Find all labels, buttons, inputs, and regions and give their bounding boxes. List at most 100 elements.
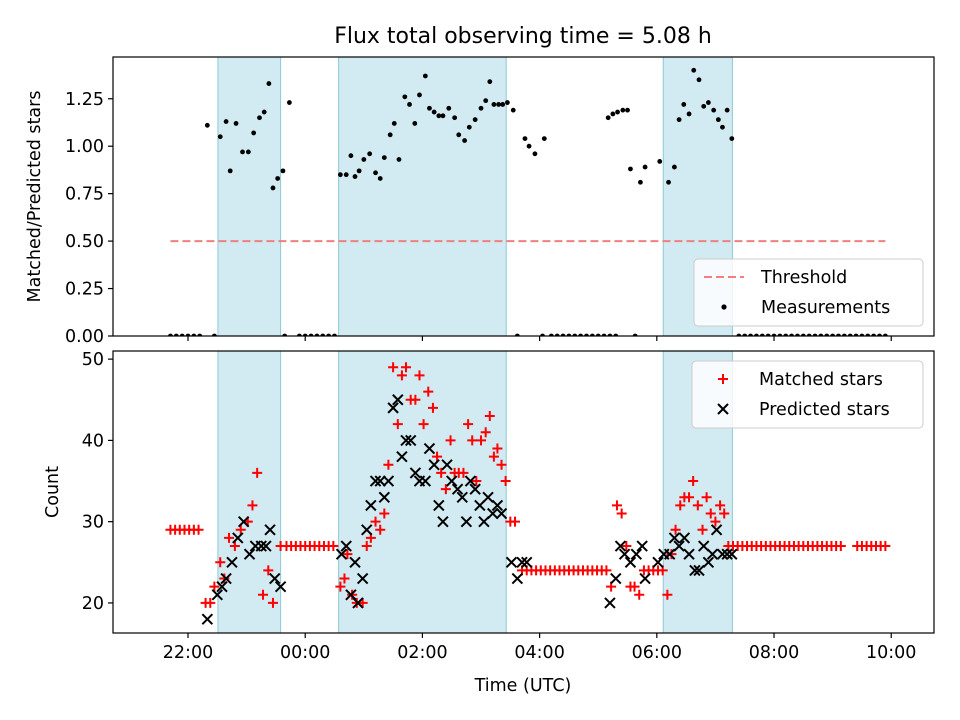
measurement-point (396, 157, 402, 162)
measurement-point (223, 119, 229, 124)
measurement-point (466, 124, 472, 130)
matched-star-marker (500, 476, 511, 487)
top-y-axis-ticks: 0.00 0.25 0.50 0.75 1.00 1.25 (65, 90, 113, 347)
matched-star-marker (692, 500, 703, 511)
measurement-point (427, 105, 432, 111)
measurement-point (715, 117, 721, 123)
measurement-point (352, 174, 358, 179)
x-axis-label: Time (UTC) (474, 676, 572, 696)
predicted-star-marker (516, 556, 528, 569)
bottom-x-axis-ticks: 22:00 00:00 02:00 04:00 06:00 08:00 10:00 (163, 633, 916, 663)
predicted-star-marker (618, 548, 631, 560)
y-tick-label: 30 (82, 513, 104, 533)
bottom-y-axis-label: Count (43, 466, 63, 518)
measurement-point (361, 157, 367, 162)
bottom-panel-counts: 20 30 40 50 22:00 00:00 02:00 04:00 06:00 08:00 1… (43, 350, 935, 663)
measurement-point (705, 100, 711, 105)
matched-star-marker (445, 435, 456, 446)
matched-star-marker (476, 435, 487, 446)
measurement-point (270, 185, 276, 191)
shaded-interval-1 (217, 350, 282, 634)
y-tick-label: 1.25 (65, 90, 104, 110)
predicted-star-marker (232, 532, 244, 544)
measurement-point (605, 115, 611, 121)
predicted-star-marker (630, 548, 643, 560)
measurement-point (483, 98, 489, 104)
predicted-star-marker (668, 532, 681, 544)
predicted-star-marker (269, 572, 281, 585)
predicted-star-marker (340, 540, 352, 552)
predicted-star-marker (237, 515, 250, 528)
legend-threshold-label: Threshold (760, 268, 847, 288)
top-legend: Threshold Measurements (693, 258, 924, 327)
measurement-point (628, 166, 633, 172)
predicted-star-marker (689, 564, 701, 577)
predicted-star-marker (211, 589, 224, 601)
predicted-star-marker (610, 572, 622, 585)
top-plot-frame (112, 56, 935, 337)
predicted-stars-markers (201, 394, 738, 625)
matched-star-marker (379, 508, 390, 519)
measurement-point (356, 168, 362, 174)
matched-star-marker (480, 427, 491, 438)
measurement-point (487, 79, 493, 85)
measurement-point (337, 172, 343, 178)
matched-star-marker (209, 581, 220, 592)
matched-star-marker (410, 394, 421, 405)
predicted-star-marker (673, 540, 685, 552)
measurement-point (462, 138, 468, 143)
measurement-point (217, 134, 223, 140)
predicted-star-marker (264, 524, 276, 536)
predicted-star-marker (369, 475, 382, 487)
predicted-star-marker (423, 442, 436, 455)
shaded-interval-1 (217, 56, 282, 337)
measurement-point (541, 136, 547, 142)
predicted-star-marker (404, 434, 417, 447)
predicted-star-marker (664, 548, 676, 560)
measurement-point (642, 164, 648, 170)
matched-star-marker (219, 573, 230, 584)
measurement-point (387, 132, 393, 138)
matched-star-marker (205, 597, 216, 608)
measurement-point (681, 102, 687, 107)
measurement-point (412, 121, 418, 126)
predicted-star-marker (419, 475, 432, 487)
y-tick-label: 0.50 (65, 232, 104, 252)
matched-star-marker (392, 419, 403, 430)
predicted-star-marker (255, 540, 267, 552)
measurement-point (407, 102, 412, 107)
measurement-point (436, 113, 442, 119)
predicted-star-marker (721, 548, 733, 560)
measurement-point (638, 179, 643, 185)
predicted-star-marker (356, 572, 369, 585)
measurement-point (666, 179, 671, 185)
measurement-point (266, 81, 272, 86)
matched-star-marker (375, 524, 386, 535)
measurement-point (377, 176, 383, 181)
y-tick-label: 40 (82, 431, 104, 451)
matched-star-marker (458, 467, 469, 478)
predicted-star-marker (437, 515, 449, 528)
predicted-star-marker (274, 580, 287, 593)
matched-star-marker (670, 524, 681, 535)
predicted-star-marker (428, 459, 440, 471)
matched-star-marker (467, 435, 478, 446)
predicted-star-marker (335, 548, 348, 560)
y-tick-label: 0.25 (65, 280, 104, 300)
predicted-star-marker (495, 507, 508, 520)
measurement-point (402, 94, 408, 100)
predicted-star-marker (374, 475, 386, 487)
predicted-star-marker (220, 572, 232, 585)
matched-star-marker (401, 362, 412, 373)
measurement-point (452, 115, 458, 121)
matched-star-marker (440, 484, 451, 495)
matched-star-marker (463, 419, 474, 430)
measurement-point (472, 117, 478, 123)
matched-star-marker (601, 565, 612, 576)
measurement-point (510, 107, 516, 113)
predicted-star-marker (441, 459, 453, 471)
matched-star-marker (427, 402, 438, 413)
matched-star-marker (224, 532, 235, 543)
matched-star-marker (662, 589, 673, 600)
matched-star-marker (715, 500, 726, 511)
